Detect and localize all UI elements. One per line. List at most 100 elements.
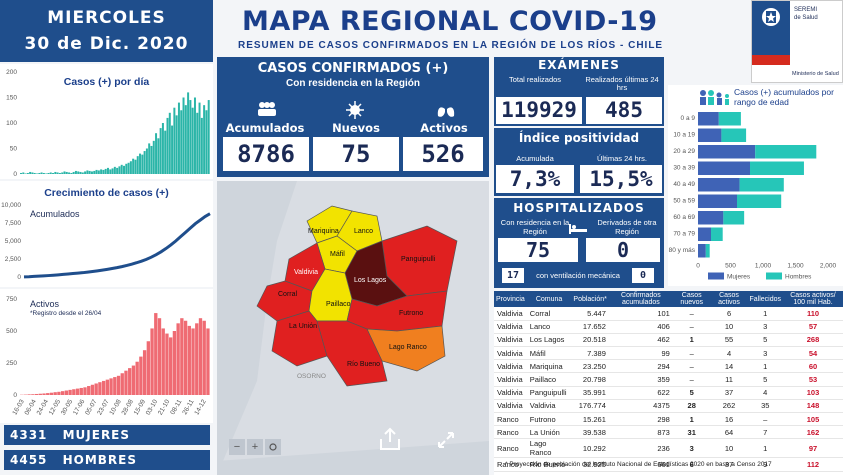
zoom-in-button[interactable]: + (247, 439, 263, 455)
table-cell: 294 (608, 359, 673, 374)
active-bar (135, 361, 139, 395)
table-cell: 39.538 (571, 425, 609, 440)
active-bar (131, 365, 136, 395)
table-cell: 9 (747, 457, 783, 472)
table-cell: 1 (672, 333, 711, 348)
active-bar (154, 313, 158, 395)
table-cell: 148 (783, 399, 843, 414)
table-cell: 10.292 (571, 438, 609, 459)
active-bar (187, 325, 191, 395)
active-bar (113, 377, 117, 395)
table-cell: 462 (608, 333, 673, 348)
table-cell: 28 (672, 399, 711, 414)
expand-icon[interactable] (435, 429, 457, 456)
table-cell: 406 (608, 320, 673, 334)
table-cell: 60 (783, 359, 843, 374)
footnote: * Proyección de población del Instituto … (505, 461, 772, 468)
positivity-24h-label: Últimas 24 hrs. (596, 154, 647, 163)
table-cell: 6 (710, 307, 748, 321)
age-bar (698, 178, 740, 192)
daily-ytick: 100 (6, 120, 17, 127)
table-header-cell: Fallecidos (749, 295, 781, 303)
age-bar (750, 161, 804, 175)
daily-bar (177, 102, 180, 174)
active-bar (120, 373, 124, 395)
data-table: Provincia Comuna Población* Confirmados acu… (494, 291, 843, 472)
table-cell: 97 (783, 438, 843, 459)
daily-bar (84, 171, 87, 174)
daily-bar (120, 164, 123, 174)
active-bar (165, 333, 169, 395)
cumulative-label: Acumulados (30, 209, 80, 219)
age-bar (755, 145, 817, 159)
age-bar (721, 128, 747, 142)
active-bar (42, 393, 46, 395)
daily-bar (81, 172, 84, 174)
table-cell: 57 (783, 320, 843, 334)
table-cell: 5.447 (571, 307, 609, 321)
age-legend-swatch (708, 272, 724, 280)
hospital-derived-label: Derivados de otra Región (597, 218, 657, 236)
table-cell: 5 (672, 386, 711, 400)
exams-total-value: 119929 (496, 97, 582, 124)
table-cell: Valdivia (494, 399, 527, 414)
table-cell: 31 (672, 425, 711, 440)
hombres-count: 4455 (10, 453, 48, 467)
active-note: *Registro desde el 26/04 (30, 310, 102, 317)
region-map[interactable]: Mariquina Lanco Máfil Valdivia Los Lagos… (217, 181, 489, 475)
map-label-corral: Corral (278, 291, 298, 298)
table-cell: Ranco (494, 425, 527, 440)
daily-bar (173, 107, 176, 174)
age-category-label: 60 a 69 (673, 214, 695, 221)
daily-bar (42, 172, 45, 174)
age-category-label: 0 a 9 (681, 115, 696, 122)
daily-bar (125, 163, 128, 174)
table-cell: Valdivia (494, 320, 527, 334)
table-cell: Lago Ranco (526, 438, 572, 459)
active-xtick: 14-12 (193, 398, 208, 416)
active-bar (90, 384, 95, 395)
age-category-label: 40 a 49 (673, 181, 695, 188)
active-bar (183, 320, 188, 395)
table-cell: 3 (672, 438, 711, 459)
table-cell: 268 (783, 333, 843, 348)
daily-bar (100, 169, 103, 174)
active-bar (176, 323, 180, 395)
zoom-out-button[interactable]: − (229, 439, 245, 455)
daily-bar (70, 172, 73, 174)
table-cell: 622 (608, 386, 673, 400)
table-cell: Ranco (494, 412, 527, 427)
daily-bar (31, 172, 34, 174)
daily-bar (164, 130, 167, 174)
daily-cases-svg: 200 150 100 50 0 (6, 69, 210, 178)
daily-bar (175, 115, 178, 174)
acumulados-value: 8786 (223, 137, 309, 171)
table-cell: Ranco (494, 438, 527, 459)
table-row: Ranco Lago Ranco 10.292 236 3 10 1 97 (494, 438, 843, 459)
daily-bar (152, 140, 155, 174)
table-cell: 20.518 (571, 333, 609, 348)
daily-bar (111, 168, 114, 174)
active-bar (34, 393, 39, 395)
active-bar (206, 328, 210, 395)
active-bar (169, 337, 173, 395)
map-label-futrono: Futrono (399, 310, 424, 317)
age-bar (698, 244, 706, 258)
map-label-paillaco: Paillaco (326, 301, 351, 308)
cumulative-ytick: 5,000 (5, 238, 22, 245)
table-cell: 4 (747, 386, 783, 400)
table-row: Ranco Futrono 15.261 298 1 16–105 (494, 412, 843, 427)
table-cell: 64 (710, 425, 748, 440)
table-cell: 103 (783, 386, 843, 400)
age-bar (698, 227, 711, 241)
reset-view-icon[interactable] (265, 439, 281, 455)
daily-bar (63, 171, 66, 174)
table-cell: 15.261 (571, 412, 609, 427)
active-bar (60, 391, 65, 395)
daily-bar (203, 105, 206, 174)
cumulative-chart-title: Crecimiento de casos (+) (44, 187, 169, 199)
daily-bar (72, 171, 75, 174)
share-icon[interactable] (377, 427, 403, 456)
daily-bar (45, 173, 48, 174)
age-bar (698, 112, 719, 126)
